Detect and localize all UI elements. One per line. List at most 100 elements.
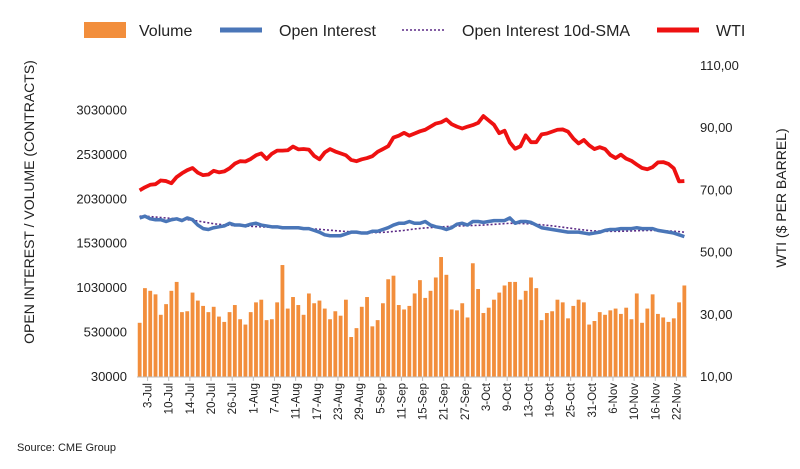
volume-bar [661,317,666,377]
volume-bar [428,290,433,377]
volume-bar [259,299,264,377]
legend: Volume Open Interest Open Interest 10d-S… [84,22,745,40]
legend-label-volume: Volume [139,23,192,40]
y-right-tick-label: 90,00 [700,120,733,135]
volume-bar [502,285,507,377]
x-tick-label: 6-Nov [608,383,620,414]
y-right-tick-label: 10,00 [700,369,733,384]
volume-bar [312,303,317,377]
volume-bar [158,314,163,377]
volume-bar [359,306,364,377]
volume-bar [153,294,158,377]
volume-bar [148,290,153,377]
volume-bar [169,290,174,377]
x-axis-ticks: 3-Jul 10-Jul 14-Jul 20-Jul 26-Jul 1-Aug 7-Aug 1… [143,377,683,420]
volume-bar [370,326,375,377]
y-left-tick-label: 2030000 [76,191,127,206]
volume-bar [618,313,623,377]
volume-bar [523,290,528,377]
volume-bar [407,305,412,377]
volume-bar [275,302,280,377]
x-tick-label: 29-Aug [354,383,366,420]
x-tick-label: 26-Jul [227,383,239,414]
x-tick-label: 14-Jul [185,383,197,414]
volume-bar [671,318,676,377]
legend-item-open-interest-sma: Open Interest 10d-SMA [402,23,630,40]
y-left-tick-label: 3030000 [76,102,127,117]
volume-bar [507,281,512,377]
volume-bar [581,302,586,377]
source-note: Source: CME Group [17,442,116,454]
volume-bar [550,311,555,377]
legend-swatch-volume [84,22,126,38]
volume-bar [634,293,639,377]
volume-bar [645,308,650,377]
y-right-tick-label: 50,00 [700,245,733,260]
volume-bar [137,322,142,377]
volume-bar [296,305,301,377]
volume-bar [597,312,602,377]
volume-bar [285,308,290,377]
volume-bar [291,297,295,377]
open-interest-sma-line [139,215,685,234]
volume-bar [640,322,644,377]
volume-bar [497,292,502,377]
y-right-tick-label: 30,00 [700,307,733,322]
volume-bar [576,299,581,377]
x-tick-label: 20-Jul [206,383,218,414]
volume-bar [518,299,523,377]
legend-item-volume: Volume [84,22,192,40]
volume-bar [201,305,206,377]
volume-bar [544,313,549,377]
volume-bar [492,299,496,377]
volume-bar [217,316,221,377]
volume-bar [571,305,576,377]
x-tick-label: 13-Oct [523,382,535,417]
y-right-tick-label: 110,00 [700,58,739,73]
x-tick-label: 15-Sep [418,383,430,420]
volume-bar [254,302,258,377]
volume-bar [465,317,470,377]
volume-bar [486,307,491,377]
volume-bar [418,280,422,377]
volume-bar [238,319,243,377]
volume-bar [354,328,359,377]
volume-bar [412,293,417,377]
volume-bar [592,321,597,377]
x-tick-label: 16-Nov [650,383,662,420]
legend-item-wti: WTI [657,23,745,40]
y-right-tick-label: 70,00 [700,182,733,197]
volume-bar [566,318,570,377]
x-tick-label: 5-Sep [375,383,387,414]
volume-bar [629,319,634,377]
volume-bar [402,309,406,377]
volume-bar [391,275,396,377]
x-tick-label: 17-Aug [312,383,324,420]
volume-bar [322,308,327,377]
volume-bar [587,324,592,377]
y-left-tick-label: 30000 [91,369,127,384]
x-tick-label: 3-Oct [481,382,493,411]
volume-bar [470,263,475,377]
volume-bar [433,277,438,377]
volume-bar [333,311,338,377]
x-tick-label: 19-Oct [545,382,557,417]
volume-bar [624,307,629,377]
legend-label-wti: WTI [716,23,745,40]
volume-bar [280,265,285,377]
volume-bar [386,279,391,377]
volume-bar [301,314,306,377]
volume-bar [381,303,385,377]
y-left-tick-label: 1030000 [76,280,127,295]
legend-item-open-interest: Open Interest [220,23,377,40]
x-tick-label: 25-Oct [566,382,578,417]
x-tick-label: 1-Aug [248,383,260,414]
x-tick-label: 11-Sep [396,383,408,419]
volume-bar [343,299,348,377]
volume-bar [164,304,168,377]
volume-bar [206,312,211,377]
volume-bar [269,319,274,377]
volume-bar [185,311,190,377]
series-lines [138,114,685,239]
